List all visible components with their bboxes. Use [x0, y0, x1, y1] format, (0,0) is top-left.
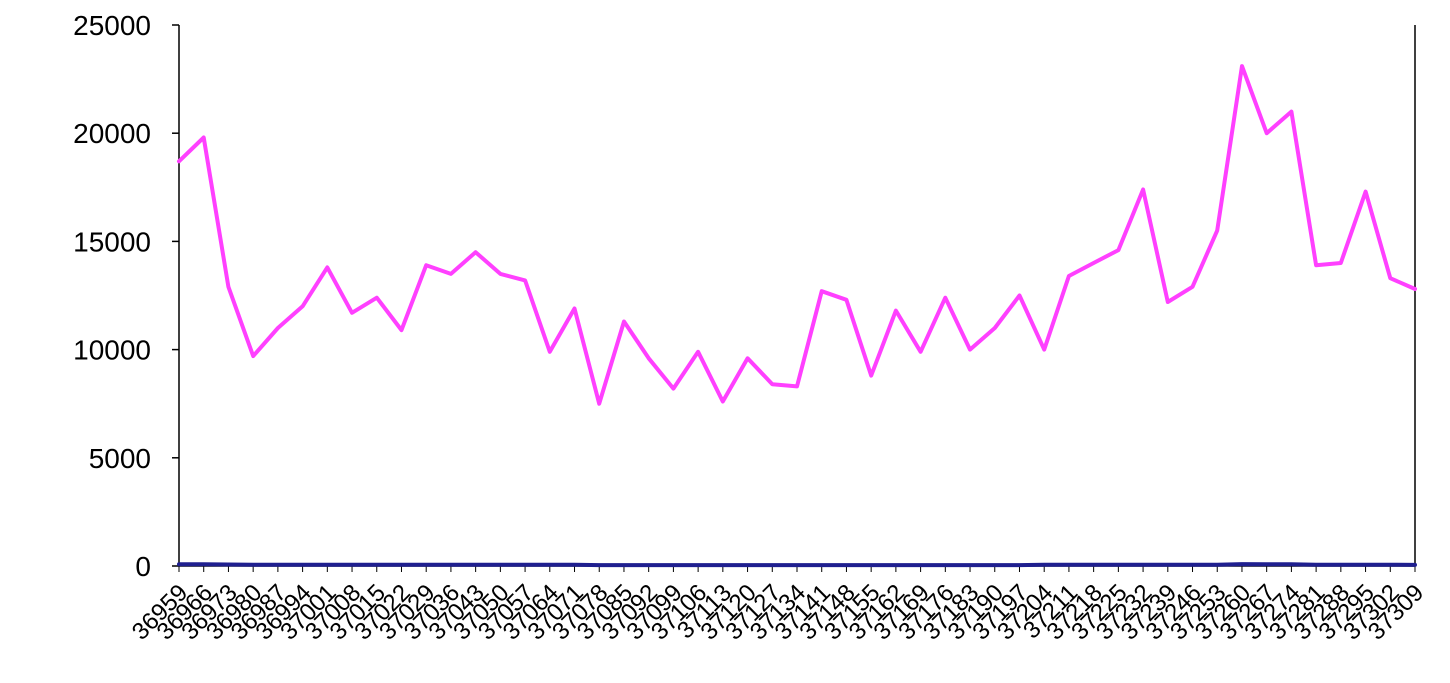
series-layer	[179, 66, 1415, 565]
y-tick-label: 5000	[89, 443, 151, 474]
y-tick-label: 20000	[73, 118, 151, 149]
y-tick-label: 15000	[73, 226, 151, 257]
y-tick-label: 10000	[73, 335, 151, 366]
series-line-1	[179, 66, 1415, 404]
y-tick-label: 25000	[73, 10, 151, 41]
y-tick-label: 0	[135, 551, 151, 582]
series-line-2	[179, 564, 1415, 565]
axes	[172, 25, 1415, 572]
